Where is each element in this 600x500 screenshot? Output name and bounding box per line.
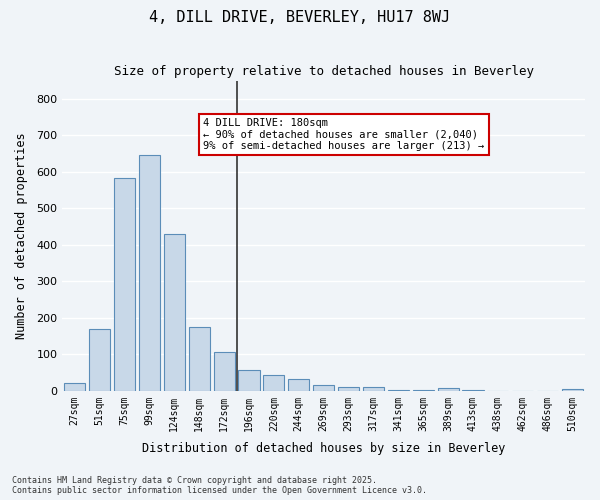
- Text: 4, DILL DRIVE, BEVERLEY, HU17 8WJ: 4, DILL DRIVE, BEVERLEY, HU17 8WJ: [149, 10, 451, 25]
- Bar: [338, 387, 359, 391]
- Bar: [89, 330, 110, 391]
- Bar: [413, 390, 434, 391]
- Text: 4 DILL DRIVE: 180sqm
← 90% of detached houses are smaller (2,040)
9% of semi-det: 4 DILL DRIVE: 180sqm ← 90% of detached h…: [203, 118, 485, 151]
- Bar: [188, 327, 210, 391]
- Bar: [214, 352, 235, 391]
- Bar: [313, 386, 334, 391]
- Bar: [139, 154, 160, 391]
- Bar: [64, 384, 85, 391]
- Title: Size of property relative to detached houses in Beverley: Size of property relative to detached ho…: [113, 65, 533, 78]
- Bar: [388, 390, 409, 391]
- Bar: [263, 375, 284, 391]
- Bar: [114, 178, 135, 391]
- Text: Contains HM Land Registry data © Crown copyright and database right 2025.
Contai: Contains HM Land Registry data © Crown c…: [12, 476, 427, 495]
- Bar: [463, 390, 484, 391]
- Bar: [363, 388, 384, 391]
- Bar: [437, 388, 458, 391]
- Bar: [288, 379, 310, 391]
- Bar: [164, 234, 185, 391]
- Bar: [562, 389, 583, 391]
- Y-axis label: Number of detached properties: Number of detached properties: [15, 132, 28, 339]
- X-axis label: Distribution of detached houses by size in Beverley: Distribution of detached houses by size …: [142, 442, 505, 455]
- Bar: [238, 370, 260, 391]
